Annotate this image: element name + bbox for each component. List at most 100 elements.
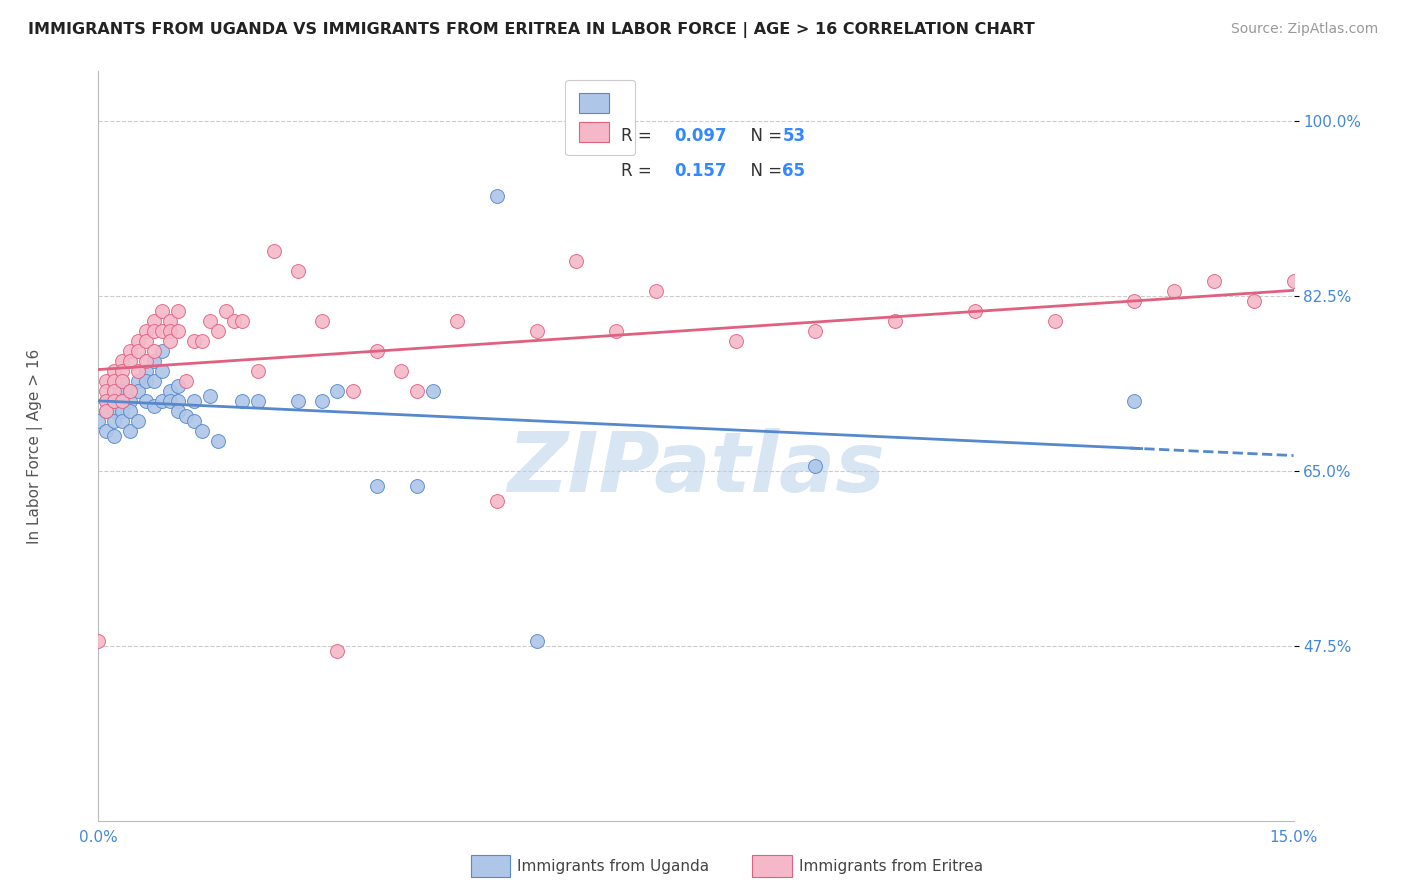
Point — [159, 394, 181, 409]
Text: IMMIGRANTS FROM UGANDA VS IMMIGRANTS FROM ERITREA IN LABOR FORCE | AGE > 16 CORR: IMMIGRANTS FROM UGANDA VS IMMIGRANTS FRO… — [28, 22, 1035, 38]
Point — [167, 379, 190, 393]
Point — [143, 374, 166, 388]
Point — [191, 334, 214, 348]
Point — [111, 354, 134, 368]
Point — [111, 374, 134, 388]
Point — [87, 633, 110, 648]
Point — [103, 394, 125, 409]
Point — [150, 394, 173, 409]
Point — [159, 324, 181, 338]
Point — [565, 254, 588, 268]
Point — [96, 384, 118, 398]
Text: ZIPatlas: ZIPatlas — [508, 428, 884, 509]
Text: 0.157: 0.157 — [675, 161, 727, 179]
Point — [96, 404, 118, 418]
Point — [111, 394, 134, 409]
Point — [150, 324, 173, 338]
Point — [103, 364, 125, 378]
Point — [167, 394, 190, 409]
Point — [111, 394, 134, 409]
Point — [96, 374, 118, 388]
Point — [150, 304, 173, 318]
Point — [103, 394, 125, 409]
Point — [159, 314, 181, 328]
Point — [198, 314, 221, 328]
Point — [231, 394, 253, 409]
Point — [111, 364, 134, 378]
Point — [111, 374, 134, 388]
Point — [884, 314, 907, 328]
Text: R =: R = — [621, 127, 657, 145]
Point — [103, 374, 125, 388]
Text: Immigrants from Eritrea: Immigrants from Eritrea — [799, 859, 983, 873]
Point — [120, 384, 142, 398]
Point — [207, 324, 229, 338]
Point — [120, 354, 142, 368]
Point — [103, 429, 125, 443]
Point — [103, 384, 125, 398]
Point — [183, 394, 205, 409]
Point — [406, 384, 429, 398]
Point — [120, 404, 142, 418]
Point — [120, 384, 142, 398]
Point — [159, 384, 181, 398]
Text: N =: N = — [741, 127, 787, 145]
Point — [342, 384, 364, 398]
Point — [135, 324, 157, 338]
Point — [311, 314, 333, 328]
Point — [804, 324, 827, 338]
Point — [1202, 274, 1225, 288]
Point — [135, 354, 157, 368]
Point — [287, 264, 309, 278]
Point — [143, 314, 166, 328]
Point — [231, 314, 253, 328]
Legend: , : , — [565, 79, 636, 155]
Point — [246, 394, 269, 409]
Point — [127, 384, 149, 398]
Point — [167, 304, 190, 318]
Point — [150, 344, 173, 359]
Point — [103, 384, 125, 398]
Point — [143, 324, 166, 338]
Point — [963, 304, 986, 318]
Point — [422, 384, 444, 398]
Point — [191, 424, 214, 438]
Point — [326, 384, 349, 398]
Point — [645, 284, 668, 298]
Point — [96, 394, 118, 409]
Point — [1282, 274, 1305, 288]
Point — [526, 633, 548, 648]
Point — [366, 479, 388, 493]
Point — [96, 404, 118, 418]
Point — [167, 324, 190, 338]
Point — [143, 344, 166, 359]
Point — [135, 394, 157, 409]
Point — [143, 399, 166, 413]
Point — [1043, 314, 1066, 328]
Point — [96, 424, 118, 438]
Point — [120, 344, 142, 359]
Point — [215, 304, 238, 318]
Point — [207, 434, 229, 448]
Point — [120, 424, 142, 438]
Point — [127, 334, 149, 348]
Point — [246, 364, 269, 378]
Text: 53: 53 — [783, 127, 806, 145]
Point — [127, 364, 149, 378]
Point — [485, 189, 508, 203]
Point — [174, 409, 197, 423]
Point — [135, 364, 157, 378]
Point — [111, 384, 134, 398]
Point — [605, 324, 627, 338]
Text: R =: R = — [621, 161, 662, 179]
Point — [174, 374, 197, 388]
Y-axis label: In Labor Force | Age > 16: In Labor Force | Age > 16 — [27, 349, 42, 543]
Point — [135, 374, 157, 388]
Point — [120, 394, 142, 409]
Point — [150, 364, 173, 378]
Point — [326, 644, 349, 658]
Point — [366, 344, 388, 359]
Point — [127, 374, 149, 388]
Point — [198, 389, 221, 403]
Point — [167, 404, 190, 418]
